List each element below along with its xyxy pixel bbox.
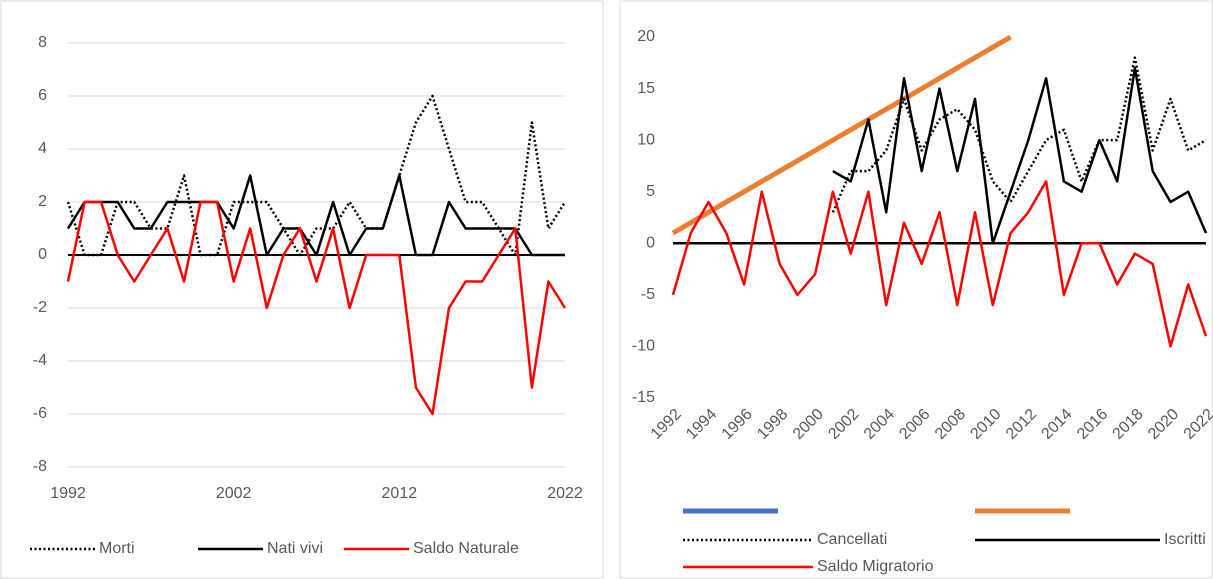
series-line [671,34,1012,236]
x-tick-label: 2006 [896,406,933,443]
x-tick-label: 2002 [216,485,252,502]
x-tick-label: 2016 [1074,406,1111,443]
y-tick-label: -4 [33,352,47,369]
series-line [831,56,1207,213]
y-tick-label: -10 [632,338,655,355]
x-tick-label: 1994 [683,406,720,443]
x-tick-label: 2004 [861,406,898,443]
y-tick-label: -2 [33,299,47,316]
right-panel [619,0,1213,579]
series-line [671,180,1208,348]
y-tick-label: 0 [38,246,47,263]
legend-label: Nati vivi [267,540,323,557]
x-tick-label: 1992 [50,485,86,502]
y-tick-label: -8 [33,458,47,475]
series-line [66,200,567,416]
x-tick-label: 2012 [1003,406,1040,443]
x-tick-label: 2022 [547,485,583,502]
legend-label: Cancellati [817,531,887,548]
y-tick-label: -6 [33,405,47,422]
y-tick-label: -5 [641,286,655,303]
x-tick-label: 2000 [790,406,827,443]
x-tick-label: 2022 [1181,406,1213,443]
x-tick-label: 2018 [1110,406,1147,443]
legend-label: Morti [99,540,135,557]
x-tick-label: 2012 [382,485,418,502]
series-line [66,174,565,257]
x-tick-label: 2010 [967,406,1004,443]
y-tick-label: 15 [637,80,655,97]
y-tick-label: 8 [38,34,47,51]
y-tick-label: 2 [38,193,47,210]
x-tick-label: 2020 [1145,406,1182,443]
y-tick-label: 10 [637,131,655,148]
x-tick-label: 2008 [932,406,969,443]
x-tick-label: 2014 [1038,406,1075,443]
y-tick-label: 20 [637,28,655,45]
y-tick-label: -15 [632,389,655,406]
left-panel [0,0,604,579]
legend-label: Saldo Migratorio [817,558,934,575]
legend-label: Saldo Naturale [413,540,519,557]
series-line [832,66,1208,245]
y-tick-label: 5 [646,183,655,200]
series-line [66,94,567,257]
y-tick-label: 0 [646,235,655,252]
x-tick-label: 1992 [648,406,685,443]
legend-label: Iscritti [1164,531,1206,548]
x-tick-label: 1998 [754,406,791,443]
x-tick-label: 1996 [719,406,756,443]
x-tick-label: 2002 [825,406,862,443]
y-tick-label: 4 [38,140,47,157]
y-tick-label: 6 [38,87,47,104]
